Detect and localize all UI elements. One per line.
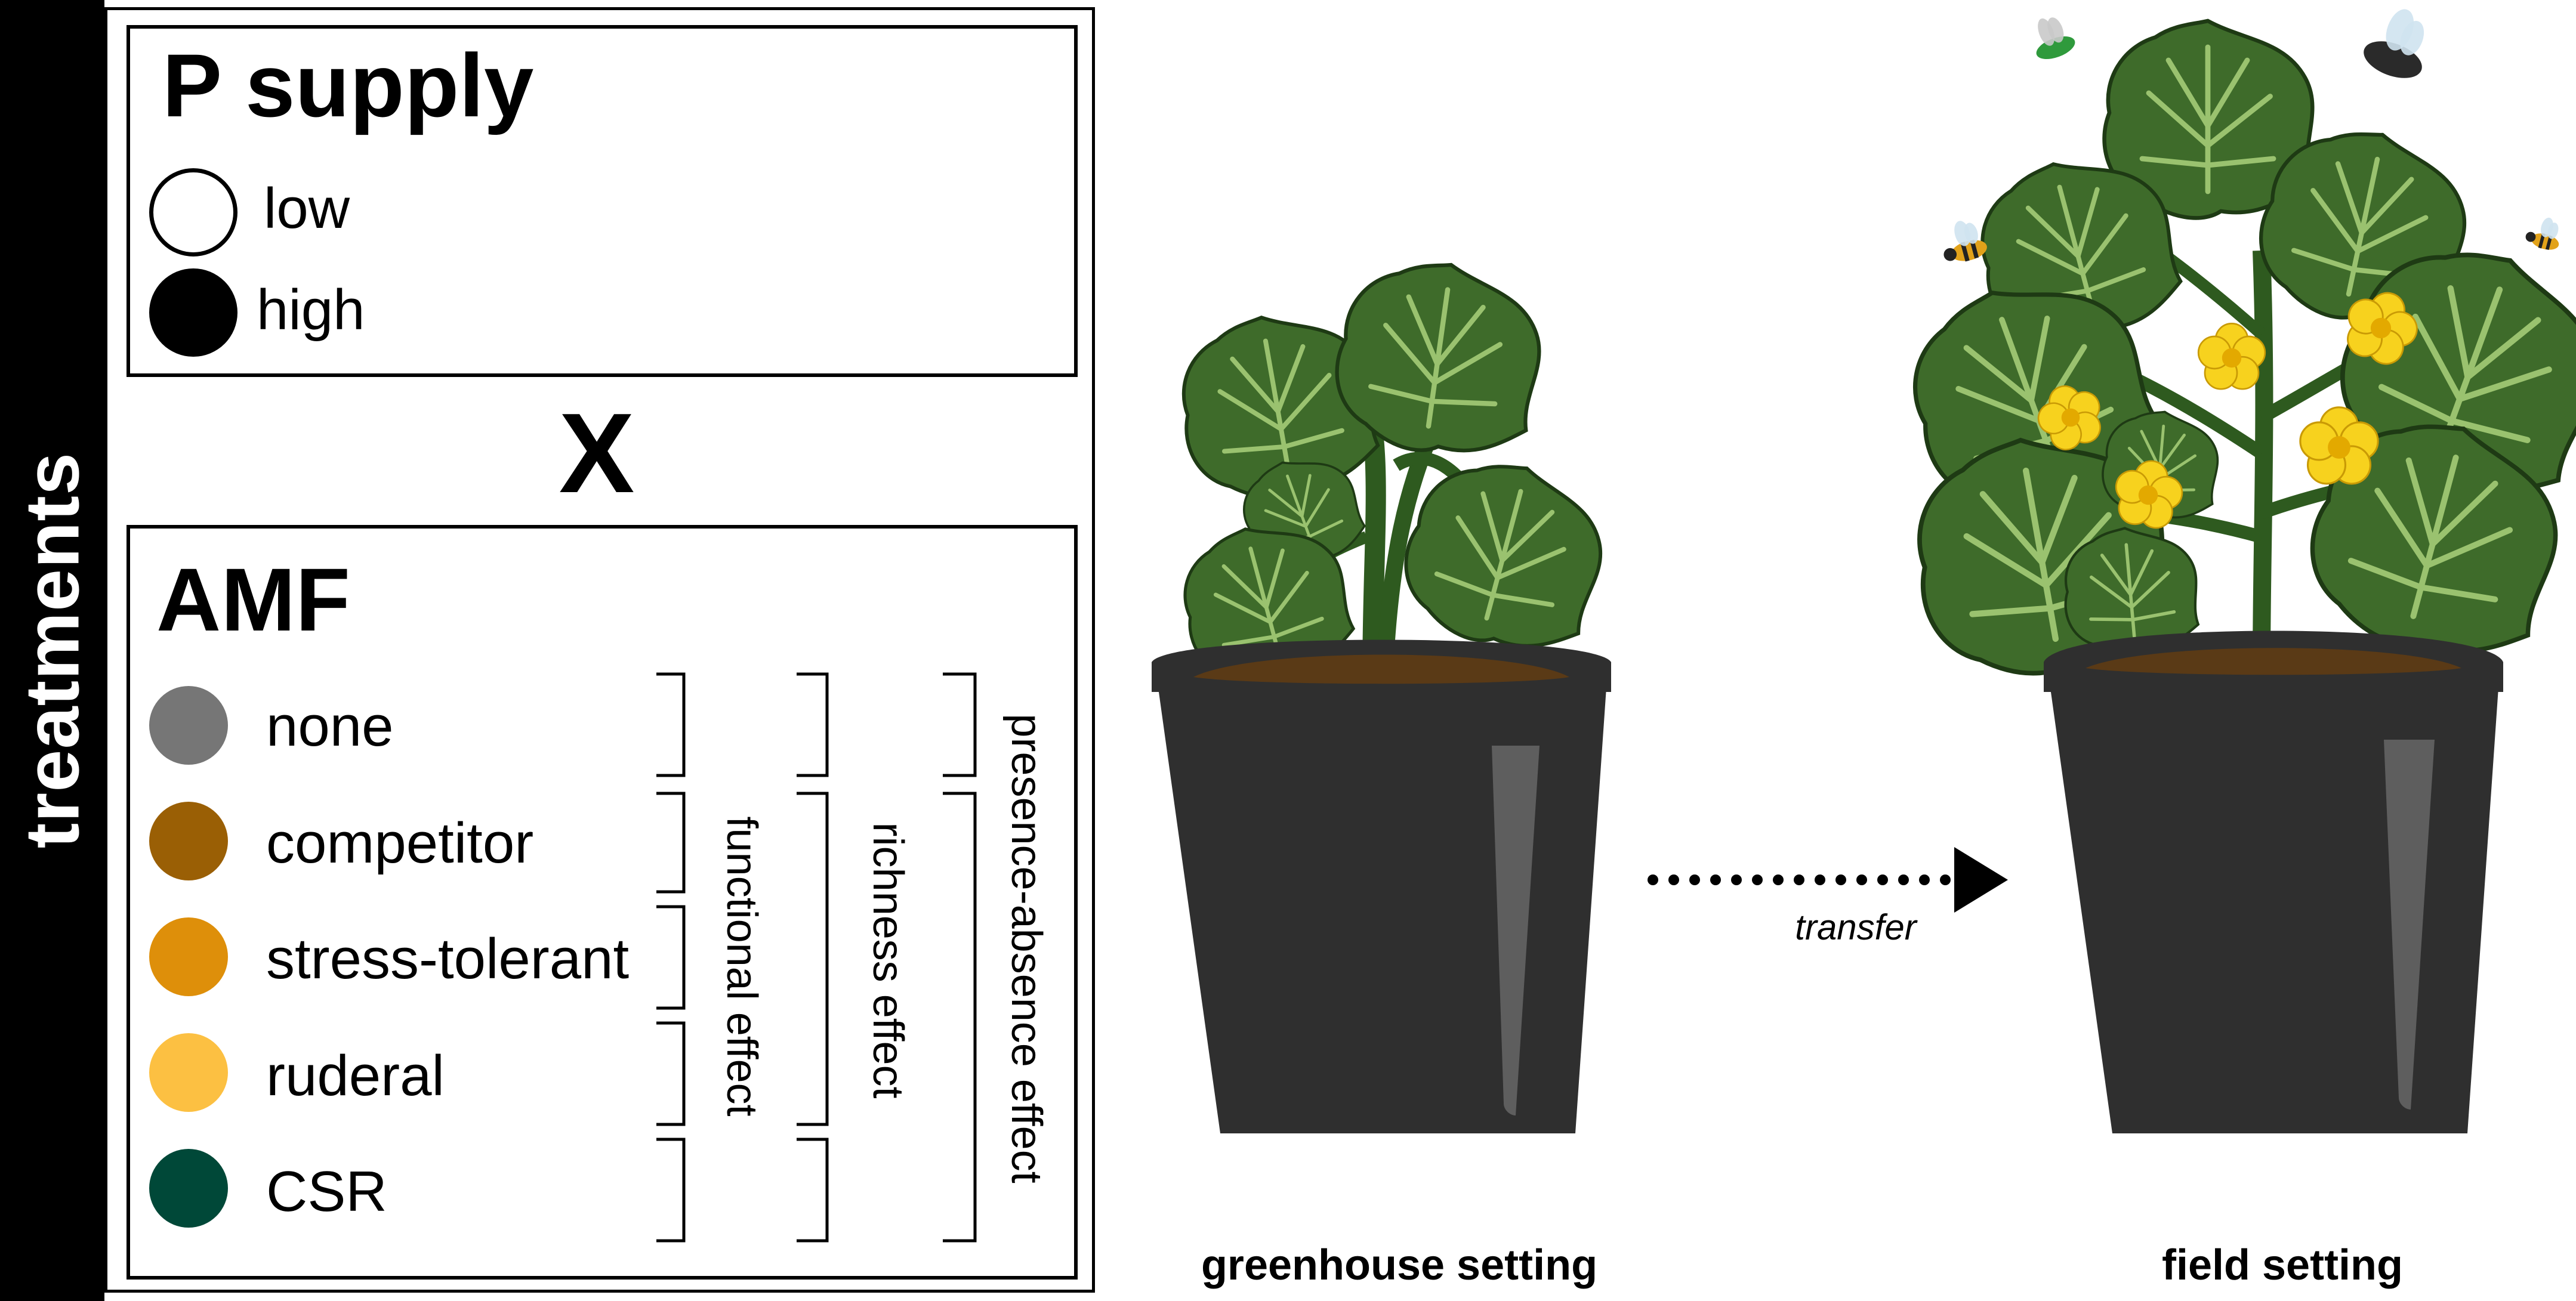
p-supply-title: P supply [162,35,534,135]
dark-bee-icon [2364,9,2424,78]
presence-bracket-none [943,672,977,777]
functional-bracket-competitor [656,792,686,894]
richness-bracket-single [797,792,829,1126]
effect-brackets [656,672,977,1243]
amf-label-ruderal: ruderal [266,1044,445,1108]
transfer-arrow [1648,847,2008,913]
amf-label-stress-tolerant: stress-tolerant [266,927,630,991]
amf-label-none: none [266,694,394,758]
high-p-circle [149,268,237,357]
green-fly-icon [2036,17,2075,60]
field-plant [1886,21,2576,691]
greenhouse-caption: greenhouse setting [1201,1241,1598,1289]
field-pot [2044,631,2503,1133]
p-level-label-high: high [257,278,365,342]
amf-label-csr: CSR [266,1160,387,1223]
functional-bracket-ruderal [656,1021,686,1126]
p-level-label-low: low [264,177,350,240]
amf-box [127,525,1078,1280]
amf-csr-circle [149,1149,228,1228]
amf-competitor-circle [149,802,228,880]
presence-bracket-amf [943,792,977,1243]
pollinators [1936,9,2565,267]
amf-ruderal-circle [149,1033,228,1112]
honeybee-icon-1 [1936,215,1989,267]
amf-label-competitor: competitor [266,811,534,875]
greenhouse-plant [1168,251,1619,697]
p-supply-box [127,25,1078,377]
honeybee-icon-2 [2523,213,2565,253]
richness-bracket-none [797,672,829,777]
treatments-frame [104,7,1095,1293]
amf-none-circle [149,686,228,765]
richness-bracket-csr [797,1138,829,1243]
functional-bracket-stress-tolerant [656,905,686,1010]
low-p-circle [149,168,237,257]
treatments-sidebar [0,0,104,1301]
greenhouse-pot [1152,639,1611,1133]
cross-symbol: X [559,390,635,517]
functional-bracket-csr [656,1138,686,1243]
amf-title: AMF [156,549,350,650]
field-caption: field setting [2161,1241,2404,1289]
functional-bracket-none [656,672,686,777]
transfer-label: transfer [1795,907,1917,947]
amf-stress-tolerant-circle [149,917,228,996]
